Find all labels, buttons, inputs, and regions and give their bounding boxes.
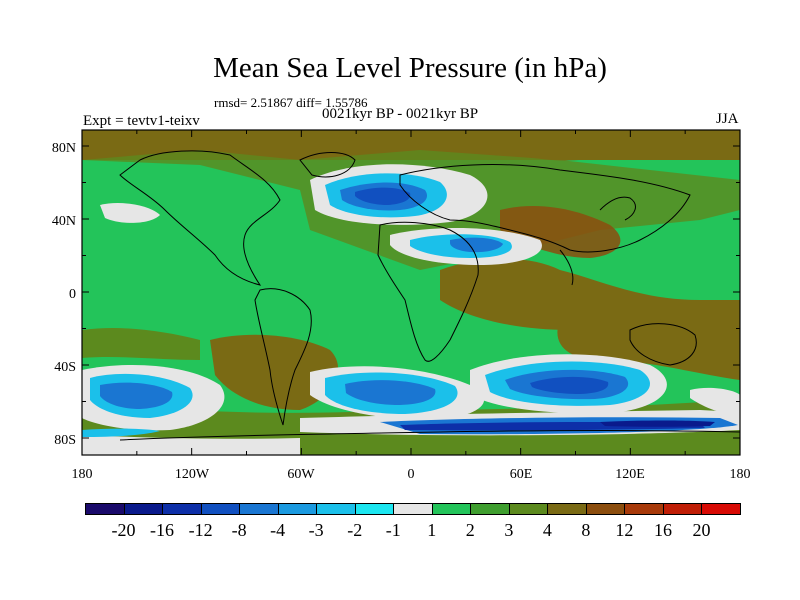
experiment-label: Expt = tevtv1-teixv: [83, 113, 200, 129]
season-label: JJA: [716, 111, 739, 127]
colorbar-label: -12: [188, 520, 213, 540]
colorbar-swatch: [701, 503, 741, 515]
lat-label-0: 0: [69, 287, 76, 302]
colorbar-swatch: [470, 503, 510, 515]
colorbar-label: 2: [465, 520, 475, 540]
colorbar-swatch: [508, 503, 549, 515]
colorbar-label: 16: [653, 520, 672, 540]
colorbar-swatch: [431, 503, 472, 515]
lat-label-40n: 40N: [51, 214, 76, 229]
lon-label-120e: 120E: [615, 467, 645, 482]
lat-label-80s: 80S: [54, 433, 76, 448]
colorbar-label: 4: [542, 520, 552, 540]
lon-label-60w: 60W: [287, 467, 315, 482]
lon-label-60e: 60E: [509, 467, 533, 482]
colorbar-swatch: [277, 503, 318, 515]
colorbar-swatch: [162, 503, 202, 515]
lon-label-180w: 180: [71, 467, 93, 482]
colorbar-swatch: [585, 503, 626, 515]
lat-label-80n: 80N: [51, 141, 76, 156]
colorbar-label: -16: [150, 520, 175, 540]
colorbar-label: 12: [615, 520, 634, 540]
colorbar-swatch: [624, 503, 664, 515]
colorbar-label: -20: [111, 520, 136, 540]
colorbar-swatch: [354, 503, 395, 515]
coastlines: [119, 150, 740, 441]
colorbar-label: 8: [581, 520, 591, 540]
period-subtitle: 0021kyr BP - 0021kyr BP: [322, 106, 479, 122]
colorbar-label: -8: [231, 520, 247, 540]
colorbar-swatch: [239, 503, 279, 515]
colorbar-label: -1: [385, 520, 401, 540]
map-title: Mean Sea Level Pressure (in hPa): [213, 52, 607, 84]
colorbar-swatch: [123, 503, 164, 515]
lon-label-180e: 180: [729, 467, 751, 482]
colorbar-swatch: [316, 503, 356, 515]
lon-label-0: 0: [407, 467, 415, 482]
colorbar-label: 20: [692, 520, 711, 540]
colorbar-label: 3: [504, 520, 514, 540]
colorbar-swatch: [547, 503, 587, 515]
colorbar-label: -2: [347, 520, 363, 540]
axis-ticks: [81, 130, 741, 455]
colorbar-swatch: [85, 503, 125, 515]
colorbar-swatch: [393, 503, 433, 515]
stats-label: rmsd= 2.51867 diff= 1.55786: [214, 95, 368, 110]
colorbar-label: -4: [270, 520, 286, 540]
colorbar-label: -3: [308, 520, 324, 540]
colorbar-swatch: [200, 503, 241, 515]
lon-label-120w: 120W: [174, 467, 210, 482]
colorbar-swatch: [662, 503, 703, 515]
colorbar-label: 1: [427, 520, 437, 540]
lat-label-40s: 40S: [54, 360, 76, 375]
map-field: [82, 130, 740, 455]
